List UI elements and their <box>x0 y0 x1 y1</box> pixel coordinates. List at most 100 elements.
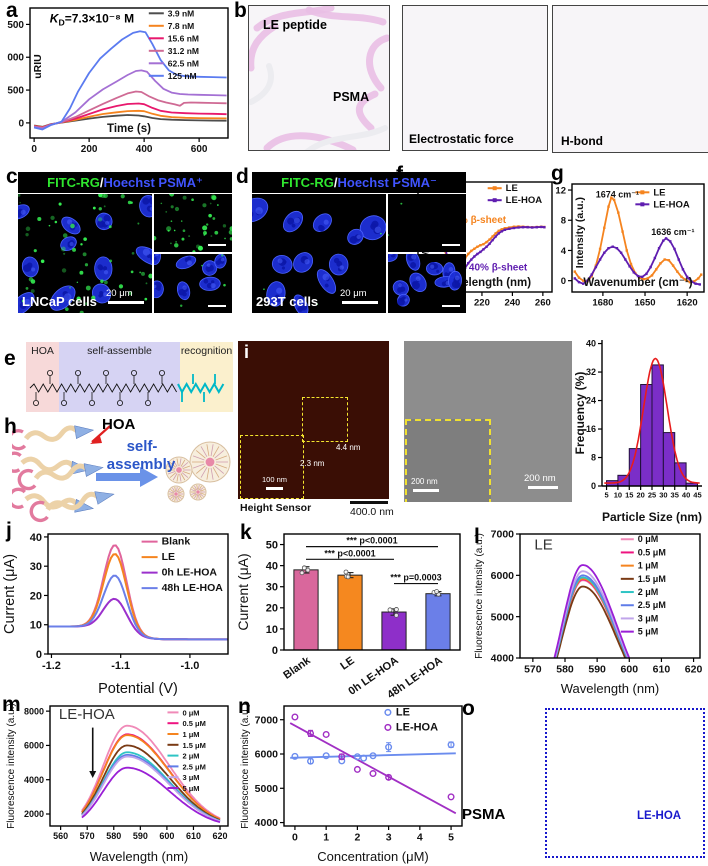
y-tick-label: 7000 <box>491 529 515 541</box>
x-tick-label: 5 <box>604 491 608 500</box>
annotation: KD=7.3×10⁻⁸ M <box>50 12 134 28</box>
scalebar-label: 20 μm <box>340 288 367 299</box>
fit-line <box>290 752 456 759</box>
x-axis-label: Wavenumber (cm⁻¹) <box>583 277 692 289</box>
bar-category-label: Blank <box>281 654 313 682</box>
x-tick-label: 1 <box>323 832 329 844</box>
afm-scalebar <box>350 501 388 504</box>
series-3 μM <box>554 570 630 658</box>
x-tick-label: 600 <box>621 664 639 676</box>
axes-frame <box>283 533 461 651</box>
y-tick-label: 6000 <box>255 749 279 761</box>
x-tick-label: 45 <box>693 491 701 500</box>
scalebar <box>208 304 226 307</box>
y-tick-label: 20 <box>266 603 278 615</box>
panel-label-j: j <box>6 519 12 542</box>
scatter-point <box>385 743 393 751</box>
bar-0h LE-HOA <box>381 611 407 651</box>
annotation: LE <box>534 536 552 553</box>
confocal-293t-green-channel <box>388 194 466 252</box>
legend-label: 1.5 μM <box>182 741 205 750</box>
scalebar <box>442 243 460 246</box>
y-tick-label: 0 <box>561 276 566 287</box>
fit-line <box>289 722 457 815</box>
plot-area <box>48 544 228 641</box>
scalebar <box>342 301 378 304</box>
y-tick-label: 6000 <box>24 741 44 751</box>
y-tick-label: 5000 <box>491 611 515 623</box>
y-tick-label: 0 <box>591 481 596 491</box>
scatter-point <box>291 713 299 721</box>
region-hoa: HOA <box>26 342 59 412</box>
y-axis-label: Current (μA) <box>236 553 251 630</box>
chart-dpv-curves: -1.2 -1.1 -1.0 0 10 20 30 40 Potential (V) Curren… <box>2 524 236 698</box>
series-0 μM <box>81 724 221 820</box>
y-axis-label: Current (μA) <box>2 554 18 634</box>
x-axis-label: Time (s) <box>107 123 151 135</box>
x-tick-label: -1.1 <box>111 660 130 672</box>
confocal-293t-blue-channel <box>388 254 466 313</box>
bar-LE <box>337 574 363 651</box>
x-tick-label: 30 <box>659 491 667 500</box>
y-axis-label: Frequency (%) <box>573 372 587 455</box>
bar-Blank <box>293 569 319 651</box>
significance-label: *** p<0.0001 <box>346 536 397 546</box>
scalebar <box>442 304 460 307</box>
y-tick-label: 24 <box>586 396 596 406</box>
x-tick-label: 25 <box>648 491 656 500</box>
x-tick-label: 3 <box>386 832 392 844</box>
x-tick-label: 20 <box>636 491 644 500</box>
legend-label: 62.5 nM <box>168 58 199 68</box>
x-tick-label: -1.0 <box>180 660 199 672</box>
psma-label: PSMA <box>333 90 370 104</box>
plot-area <box>33 30 227 131</box>
annotation: 40% β-sheet <box>469 262 528 273</box>
hoa-pointer-label: HOA <box>102 416 136 433</box>
x-tick-label: 570 <box>80 831 95 841</box>
x-tick-label: 0 <box>31 144 37 155</box>
panel-b-docking-overview: LE peptide PSMA <box>248 5 390 151</box>
header-part: FITC-RG <box>47 175 100 190</box>
legend-label: 1 μM <box>182 730 199 739</box>
series-1 μM <box>81 734 221 821</box>
height-4-4nm-label: 4.4 nm <box>336 443 361 452</box>
series-48h LE-HOA <box>48 574 228 641</box>
docking-overview-art <box>249 6 389 150</box>
axes-frame <box>519 533 701 659</box>
hist-bar <box>651 364 664 486</box>
panel-label-h: h <box>4 415 17 438</box>
hbond-art <box>553 6 708 153</box>
electrostatic-art <box>403 6 548 151</box>
legend-label: 2.5 μM <box>182 762 205 771</box>
series-0h LE-HOA <box>48 597 228 641</box>
x-tick-label: 590 <box>588 664 606 676</box>
chart-m-svg: 560 570 580 590 600 610 620 2000 4000 6000 8000 Wav… <box>6 703 229 864</box>
cell-image-art <box>252 197 386 313</box>
scatter-point <box>353 753 361 761</box>
y-tick-label: 0 <box>18 118 24 129</box>
scatter-point <box>353 765 361 773</box>
chart-n-svg: 0 1 2 3 4 5 4000 5000 6000 7000 Concentration (μM)… <box>240 703 463 864</box>
annotation: 33.9% β-sheet <box>439 215 506 226</box>
y-tick-label: 0 <box>272 645 278 657</box>
chart-fluorescence-vs-concentration: 0 1 2 3 4 5 4000 5000 6000 7000 Concentration (μM)… <box>236 694 472 866</box>
panel-label-i: i <box>244 342 250 362</box>
confocal-lncap-main: LNCaP cells 20 μm <box>18 194 152 313</box>
afm-scalebar-label: 400.0 nm <box>350 506 394 518</box>
panel-c-header: FITC-RG/Hoechst PSMA⁺ <box>18 172 232 193</box>
y-tick-label: 4000 <box>24 775 44 785</box>
region-recognition: recognition <box>180 342 233 412</box>
series-1.5 μM <box>555 585 627 658</box>
header-part: / <box>333 175 338 190</box>
binding-site-zoom-box: LE-HOA <box>545 708 705 858</box>
bar-category-label: LE <box>338 655 356 673</box>
y-tick-label: 6000 <box>491 570 515 582</box>
x-tick-label: 2 <box>354 832 360 844</box>
y-tick-label: 000 <box>7 53 24 64</box>
x-tick-label: 1650 <box>634 298 655 309</box>
legend-label: LE-HOA <box>506 195 543 206</box>
cell-image-art <box>154 254 227 307</box>
chart-g-svg: 1680 1650 1620 0 4 8 12 Wavenumber (cm⁻¹) Intens… <box>555 183 705 309</box>
y-tick-label: 30 <box>266 582 278 594</box>
